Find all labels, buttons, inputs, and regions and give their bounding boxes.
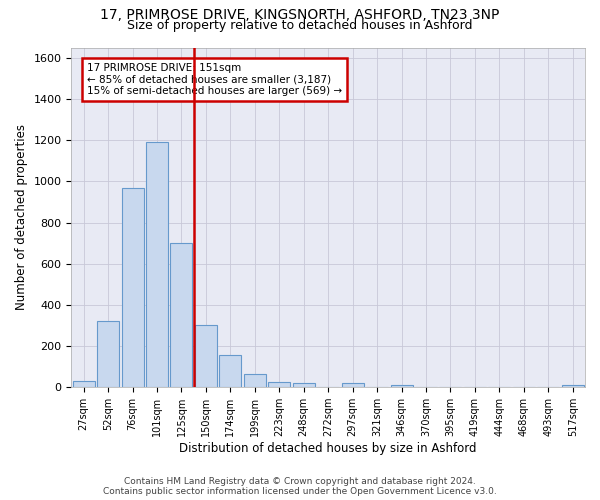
Text: 17, PRIMROSE DRIVE, KINGSNORTH, ASHFORD, TN23 3NP: 17, PRIMROSE DRIVE, KINGSNORTH, ASHFORD,… [100,8,500,22]
Text: Size of property relative to detached houses in Ashford: Size of property relative to detached ho… [127,19,473,32]
Bar [146,142,168,387]
Text: 17 PRIMROSE DRIVE: 151sqm
← 85% of detached houses are smaller (3,187)
15% of se: 17 PRIMROSE DRIVE: 151sqm ← 85% of detac… [87,63,342,96]
Bar [562,385,584,387]
Bar [293,383,315,387]
Bar [122,188,143,387]
Bar [341,383,364,387]
Bar [220,356,241,387]
Bar [73,381,95,387]
Bar [195,326,217,387]
Bar [244,374,266,387]
Bar [268,382,290,387]
Bar [170,243,193,387]
X-axis label: Distribution of detached houses by size in Ashford: Distribution of detached houses by size … [179,442,477,455]
Text: Contains HM Land Registry data © Crown copyright and database right 2024.
Contai: Contains HM Land Registry data © Crown c… [103,476,497,496]
Bar [97,322,119,387]
Bar [391,385,413,387]
Y-axis label: Number of detached properties: Number of detached properties [15,124,28,310]
